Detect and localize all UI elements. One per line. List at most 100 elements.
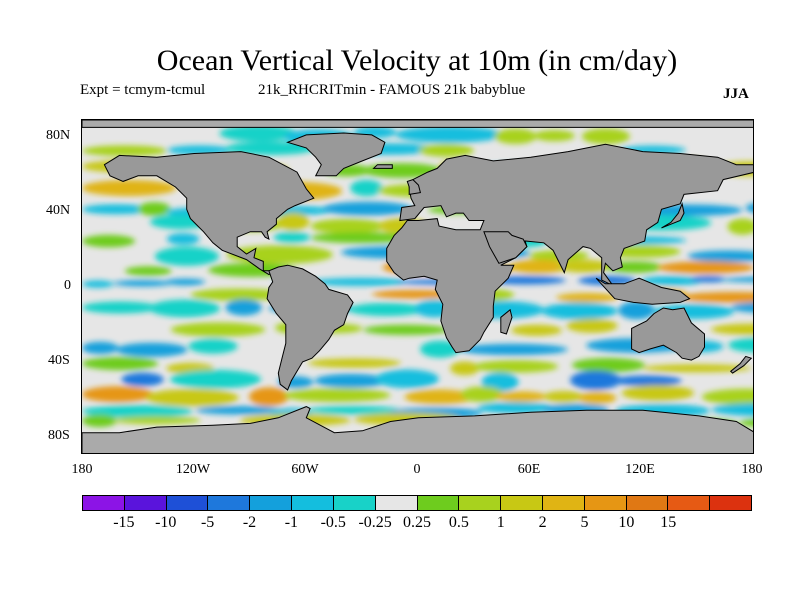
colorbar-cell-5 xyxy=(292,496,334,510)
colorbar-cell-6 xyxy=(333,496,376,510)
velocity-patch xyxy=(363,324,449,336)
colorbar-label-3: -2 xyxy=(242,514,257,531)
velocity-patch xyxy=(690,276,727,283)
velocity-patch xyxy=(322,201,413,216)
colorbar-cell-11 xyxy=(542,496,585,510)
lon-label-180e: 180 xyxy=(741,462,763,477)
colorbar-cell-13 xyxy=(626,496,669,510)
colorbar-label-5: -0.5 xyxy=(320,514,346,531)
velocity-patch xyxy=(350,179,383,197)
velocity-patch xyxy=(571,357,646,373)
velocity-patch xyxy=(460,386,504,403)
velocity-patch xyxy=(82,356,159,371)
land-indonesia xyxy=(595,277,691,305)
colorbar-cell-0 xyxy=(83,496,125,510)
velocity-patch xyxy=(170,322,266,337)
velocity-patch xyxy=(190,288,287,301)
lon-label-60w: 60W xyxy=(291,462,319,477)
velocity-patch xyxy=(728,337,753,353)
velocity-patch xyxy=(164,278,206,286)
land-madagascar xyxy=(500,308,513,335)
velocity-patch xyxy=(745,203,753,213)
velocity-patch xyxy=(310,218,385,234)
velocity-patch xyxy=(687,250,753,263)
velocity-patch xyxy=(195,406,283,415)
colorbar-label-9: 1 xyxy=(496,514,505,531)
velocity-patch xyxy=(166,233,200,245)
velocity-patch xyxy=(420,340,460,358)
velocity-patch xyxy=(249,387,289,406)
lat-label-80s: 80S xyxy=(48,428,70,443)
velocity-patch xyxy=(82,405,193,418)
velocity-patch xyxy=(753,251,754,262)
velocity-patch xyxy=(541,302,618,320)
velocity-patch xyxy=(495,391,547,402)
land-masses xyxy=(82,120,753,453)
velocity-patch xyxy=(112,416,201,425)
land-greenland xyxy=(286,132,386,177)
colorbar-label-8: 0.5 xyxy=(448,514,469,531)
velocity-patch xyxy=(581,128,630,145)
velocity-patch xyxy=(481,372,519,392)
colorbar xyxy=(82,495,752,511)
lon-label-0: 0 xyxy=(413,462,421,477)
velocity-patch xyxy=(188,338,238,354)
colorbar-label-6: -0.25 xyxy=(358,514,392,531)
velocity-patch xyxy=(613,375,682,387)
velocity-patch xyxy=(711,323,753,335)
velocity-patch xyxy=(314,373,388,388)
land-australia xyxy=(631,307,705,361)
velocity-patch xyxy=(450,361,480,376)
velocity-patch xyxy=(578,391,617,404)
experiment-label: Expt = tcmym-tcmul xyxy=(80,82,206,98)
velocity-patch xyxy=(511,324,562,336)
velocity-patch xyxy=(418,144,474,157)
colorbar-cell-15 xyxy=(710,496,751,510)
velocity-patch xyxy=(82,386,154,403)
velocity-patch xyxy=(273,231,311,243)
velocity-patch xyxy=(642,364,752,373)
land-arabia xyxy=(483,231,528,264)
lat-label-40n: 40N xyxy=(46,203,71,218)
land-eurasia-africa xyxy=(386,143,753,354)
lon-label-60e: 60E xyxy=(517,462,541,477)
velocity-patch xyxy=(508,259,570,274)
colorbar-cell-1 xyxy=(124,496,167,510)
velocity-patch xyxy=(82,179,177,197)
map-panel xyxy=(81,119,754,454)
velocity-patch xyxy=(137,202,171,216)
velocity-patch xyxy=(731,302,753,313)
ocean-velocity-map xyxy=(82,120,754,453)
velocity-patch xyxy=(82,414,118,428)
velocity-patch xyxy=(375,369,439,389)
land-north-america xyxy=(103,151,315,276)
velocity-patch xyxy=(82,145,168,157)
velocity-patch xyxy=(225,299,262,316)
colorbar-label-7: 0.25 xyxy=(403,514,431,531)
velocity-patch xyxy=(701,388,753,405)
velocity-patch xyxy=(543,390,584,403)
colorbar-cell-2 xyxy=(166,496,209,510)
velocity-patch xyxy=(739,418,753,427)
velocity-patch xyxy=(82,341,119,354)
lon-label-180w: 180 xyxy=(71,462,93,477)
velocity-patch xyxy=(82,301,159,314)
velocity-field xyxy=(82,125,754,430)
velocity-patch xyxy=(657,261,753,274)
land-japan xyxy=(661,202,685,229)
colorbar-cell-3 xyxy=(208,496,251,510)
colorbar-cell-8 xyxy=(417,496,460,510)
colorbar-label-10: 2 xyxy=(538,514,547,531)
colorbar-label-2: -5 xyxy=(200,514,215,531)
lat-label-0: 0 xyxy=(64,278,71,293)
velocity-patch xyxy=(348,302,426,316)
velocity-patch xyxy=(124,266,172,276)
velocity-patch xyxy=(404,389,475,405)
velocity-patch xyxy=(121,372,164,387)
lat-label-80n: 80N xyxy=(46,128,71,143)
velocity-patch xyxy=(494,128,537,145)
colorbar-cell-9 xyxy=(459,496,502,510)
velocity-patch xyxy=(557,259,612,273)
velocity-patch xyxy=(112,280,173,287)
land-south-america xyxy=(266,264,354,391)
